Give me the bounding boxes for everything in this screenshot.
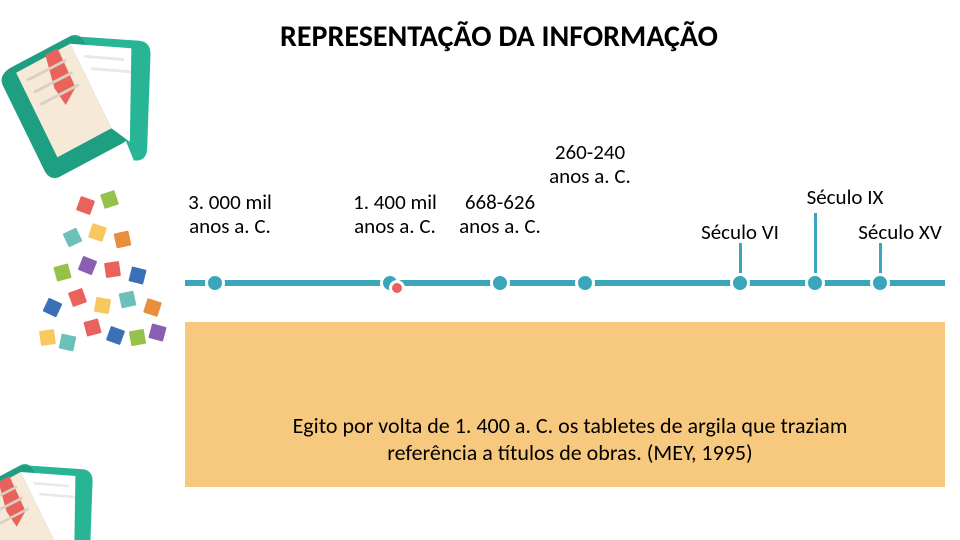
confetti-square	[143, 298, 162, 317]
timeline-label: 1. 400 milanos a. C.	[340, 190, 450, 238]
timeline-marker	[205, 273, 225, 293]
timeline-label: Século VI	[685, 220, 795, 244]
confetti-square	[94, 297, 111, 314]
confetti-square	[78, 256, 98, 276]
book-top-illustration	[0, 8, 170, 203]
timeline-label: Século XV	[845, 220, 955, 244]
confetti-square	[63, 228, 83, 248]
timeline-marker	[805, 273, 825, 293]
confetti-square	[39, 329, 56, 346]
timeline-marker	[490, 273, 510, 293]
confetti-square	[76, 196, 95, 215]
confetti-square	[68, 288, 87, 307]
timeline-marker	[870, 273, 890, 293]
timeline-label: Século IX	[790, 185, 900, 209]
timeline-axis	[185, 280, 945, 286]
confetti-square	[119, 291, 137, 309]
confetti-square	[83, 318, 101, 336]
confetti-square	[148, 323, 166, 341]
confetti-square	[106, 326, 125, 345]
confetti-square	[128, 266, 146, 284]
timeline-marker	[730, 273, 750, 293]
confetti-square	[100, 190, 119, 209]
confetti-square	[104, 261, 121, 278]
timeline-label: 3. 000 milanos a. C.	[175, 190, 285, 238]
timeline-marker-highlight	[389, 280, 405, 296]
confetti-square	[53, 263, 71, 281]
confetti-cluster	[30, 180, 190, 350]
timeline-label: 668-626anos a. C.	[445, 190, 555, 238]
callout-text: Egito por volta de 1. 400 a. C. os table…	[245, 412, 895, 466]
page-title: REPRESENTAÇÃO DA INFORMAÇÃO	[280, 18, 718, 55]
timeline-marker	[575, 273, 595, 293]
timeline-label: 260-240anos a. C.	[535, 140, 645, 188]
slide: REPRESENTAÇÃO DA INFORMAÇÃO	[0, 0, 960, 540]
confetti-square	[88, 223, 107, 242]
confetti-square	[114, 231, 132, 249]
confetti-square	[59, 334, 77, 352]
confetti-square	[43, 298, 63, 318]
confetti-square	[129, 329, 146, 346]
book-bottom-illustration	[0, 440, 110, 540]
